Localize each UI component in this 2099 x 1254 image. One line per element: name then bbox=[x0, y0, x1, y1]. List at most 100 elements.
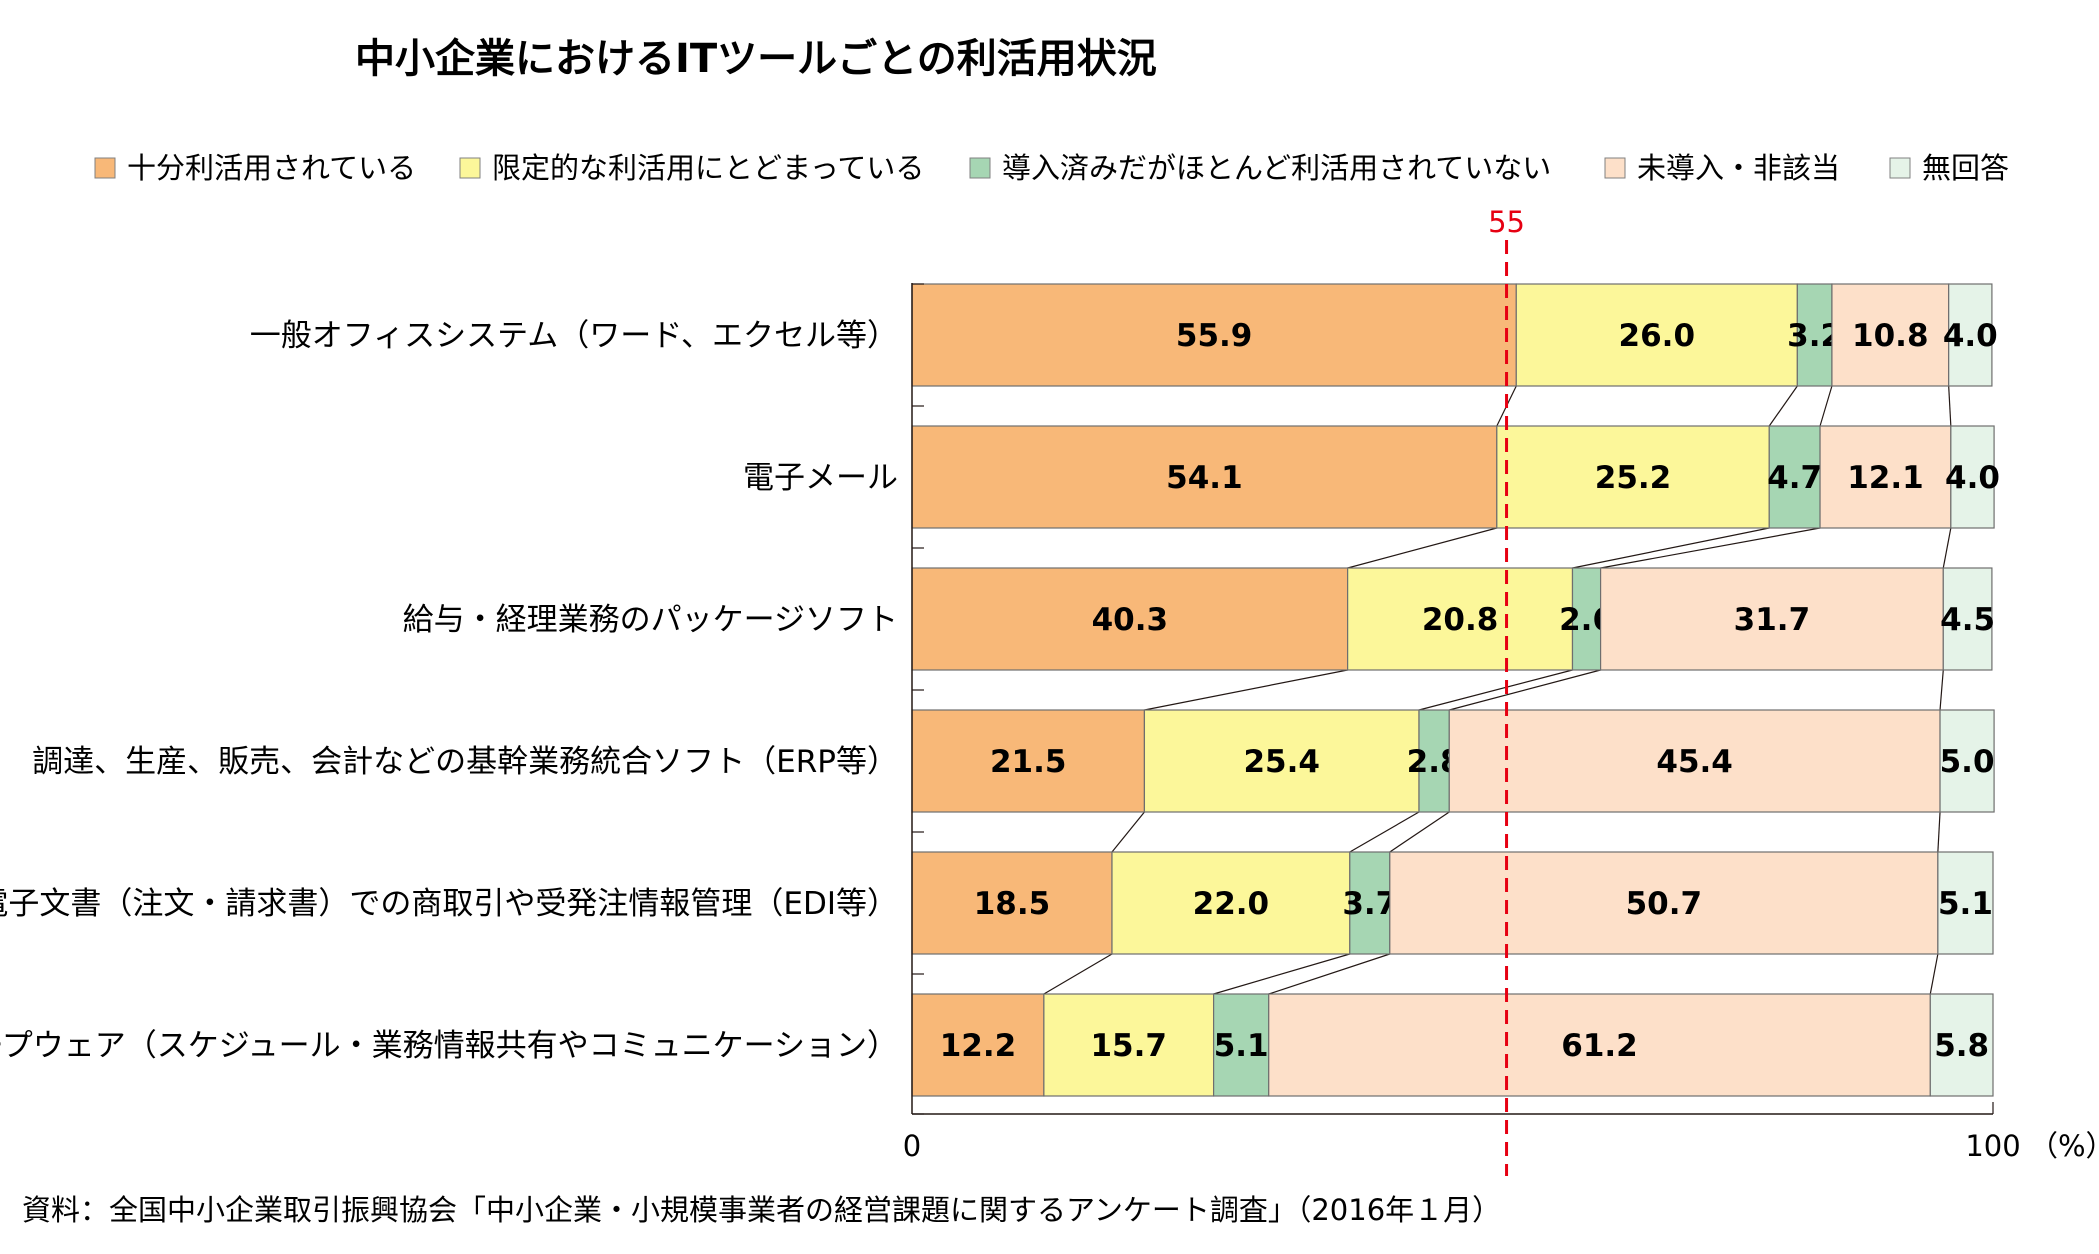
legend-label: 導入済みだがほとんど利活用されていない bbox=[1002, 151, 1551, 185]
data-label: 12.1 bbox=[1847, 460, 1924, 496]
bars: 55.9 26.0 3.2 10.8 4.054.1 25.2 4.7 12.1 4.040.3… bbox=[911, 283, 2000, 1097]
bar-segment bbox=[1599, 567, 1944, 671]
data-label: 5.1 bbox=[1214, 1028, 1269, 1064]
connector-line bbox=[1268, 953, 1390, 995]
connector-line bbox=[1948, 385, 1952, 427]
reference-line-group: 55 bbox=[1488, 205, 1525, 1176]
connector-line bbox=[1449, 669, 1601, 711]
bar-segment bbox=[1937, 851, 1994, 955]
bar-segment bbox=[1948, 283, 1993, 387]
data-label: 4.0 bbox=[1945, 460, 2000, 496]
connector-line bbox=[1819, 385, 1833, 427]
data-label: 20.8 bbox=[1422, 602, 1499, 638]
data-label: 31.7 bbox=[1734, 602, 1811, 638]
bar-segment bbox=[1929, 993, 1994, 1097]
data-label: 40.3 bbox=[1092, 602, 1169, 638]
data-label: 3.7 bbox=[1342, 886, 1397, 922]
data-label: 5.0 bbox=[1940, 744, 1995, 780]
data-label: 18.5 bbox=[974, 886, 1051, 922]
bar-segment bbox=[1043, 993, 1215, 1097]
legend-swatch bbox=[969, 157, 991, 179]
x-tick-label-max: 100 bbox=[1965, 1129, 2020, 1163]
data-label: 50.7 bbox=[1626, 886, 1703, 922]
bar-segment bbox=[1389, 851, 1939, 955]
x-unit-label: （%） bbox=[2029, 1129, 2099, 1163]
bar-segment bbox=[1950, 425, 1995, 529]
data-label: 25.2 bbox=[1595, 460, 1672, 496]
connector-line bbox=[1213, 953, 1350, 995]
legend-label: 限定的な利活用にとどまっている bbox=[492, 151, 924, 185]
x-tick-label-min: 0 bbox=[903, 1129, 921, 1163]
chart-title: 中小企業におけるITツールごとの利活用状況 bbox=[355, 36, 1157, 82]
data-label: 55.9 bbox=[1176, 318, 1253, 354]
bar-segment bbox=[1496, 425, 1770, 529]
connector-line bbox=[1929, 953, 1939, 995]
connector-line bbox=[1389, 811, 1450, 853]
data-label: 5.8 bbox=[1934, 1028, 1989, 1064]
bar-segment bbox=[1939, 709, 1995, 813]
data-label: 4.5 bbox=[1940, 602, 1995, 638]
connector-line bbox=[1768, 385, 1798, 427]
data-label: 25.4 bbox=[1243, 744, 1320, 780]
connector-lines bbox=[1043, 385, 1952, 995]
legend-label: 未導入・非該当 bbox=[1637, 151, 1840, 185]
data-label: 4.0 bbox=[1943, 318, 1998, 354]
bar-segment bbox=[1268, 993, 1931, 1097]
connector-line bbox=[1349, 811, 1420, 853]
bar-segment bbox=[1143, 709, 1420, 813]
bar-segment bbox=[911, 425, 1498, 529]
connector-line bbox=[1043, 953, 1113, 995]
bar-segment bbox=[1796, 283, 1833, 387]
reference-line-label: 55 bbox=[1488, 205, 1525, 239]
category-label: 調達、生産、販売、会計などの基幹業務統合ソフト（ERP等） bbox=[32, 744, 898, 780]
data-label: 12.2 bbox=[940, 1028, 1017, 1064]
data-label: 26.0 bbox=[1619, 318, 1696, 354]
connector-line bbox=[1600, 527, 1821, 569]
connector-line bbox=[1939, 669, 1944, 711]
connector-line bbox=[1942, 527, 1952, 569]
bar-segment bbox=[1349, 851, 1391, 955]
data-label: 61.2 bbox=[1561, 1028, 1638, 1064]
bar-segment bbox=[1571, 567, 1602, 671]
legend-swatch bbox=[94, 157, 116, 179]
data-label: 21.5 bbox=[990, 744, 1067, 780]
category-label: 給与・経理業務のパッケージソフト bbox=[403, 602, 898, 638]
data-label: 54.1 bbox=[1166, 460, 1243, 496]
bar-segment bbox=[911, 283, 1517, 387]
bar-segment bbox=[1819, 425, 1952, 529]
connector-line bbox=[1347, 527, 1497, 569]
data-label: 4.7 bbox=[1767, 460, 1822, 496]
category-label: 電子メール bbox=[743, 460, 898, 496]
category-label: 一般オフィスシステム（ワード、エクセル等） bbox=[250, 318, 898, 354]
axis: 0 100 （%） bbox=[903, 283, 2099, 1163]
category-label: グループウェア（スケジュール・業務情報共有やコミュニケーション） bbox=[0, 1028, 898, 1064]
bar-segment bbox=[911, 567, 1349, 671]
bar-segment bbox=[1768, 425, 1821, 529]
legend: 十分利活用されている 限定的な利活用にとどまっている 導入済みだがほとんど利活用され… bbox=[94, 151, 2009, 185]
bar-segment bbox=[1515, 283, 1798, 387]
bar-segment bbox=[1942, 567, 1993, 671]
bar-segment bbox=[1347, 567, 1574, 671]
data-label: 45.4 bbox=[1656, 744, 1733, 780]
connector-line bbox=[1418, 669, 1573, 711]
bar-segment bbox=[911, 709, 1146, 813]
source-note: 資料：全国中小企業取引振興協会「中小企業・小規模事業者の経営課題に関するアンケー… bbox=[22, 1193, 1501, 1227]
legend-swatch bbox=[459, 157, 481, 179]
category-label: 電子文書（注文・請求書）での商取引や受発注情報管理（EDI等） bbox=[0, 886, 898, 922]
data-label: 10.8 bbox=[1852, 318, 1929, 354]
data-label: 15.7 bbox=[1090, 1028, 1167, 1064]
bar-segment bbox=[1831, 283, 1950, 387]
connector-line bbox=[1111, 811, 1145, 853]
connector-line bbox=[1937, 811, 1941, 853]
legend-swatch bbox=[1889, 157, 1911, 179]
bar-segment bbox=[1448, 709, 1941, 813]
category-labels: 一般オフィスシステム（ワード、エクセル等） 電子メール給与・経理業務のパッケージソ… bbox=[0, 318, 898, 1064]
legend-label: 十分利活用されている bbox=[127, 151, 416, 185]
data-label: 22.0 bbox=[1193, 886, 1270, 922]
connector-line bbox=[1144, 669, 1348, 711]
legend-label: 無回答 bbox=[1922, 151, 2009, 185]
connector-line bbox=[1572, 527, 1770, 569]
legend-swatch bbox=[1604, 157, 1626, 179]
data-label: 5.1 bbox=[1938, 886, 1993, 922]
